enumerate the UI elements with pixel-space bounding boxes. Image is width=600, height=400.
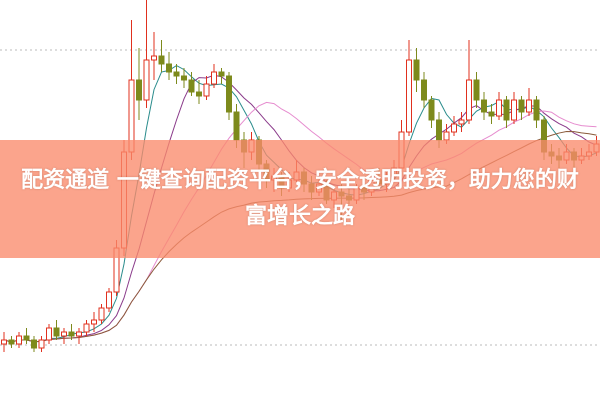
candle-down (158, 55, 165, 65)
candle-down (473, 79, 480, 101)
candle-down (173, 71, 180, 77)
candle-up (211, 71, 217, 85)
candle-up (106, 291, 112, 309)
promo-banner: 配资通道 一键查询配资平台，安全透明投资，助力您的财富增长之路 (0, 140, 600, 258)
candle-up (526, 99, 532, 113)
candle-down (218, 71, 225, 77)
candle-down (533, 99, 540, 121)
candle-down (196, 91, 202, 97)
candle-up (91, 319, 97, 325)
candle-up (451, 123, 457, 133)
candle-down (31, 339, 37, 349)
candle-up (38, 339, 45, 349)
candle-down (436, 119, 442, 141)
candle-up (1, 339, 7, 345)
candle-down (428, 99, 435, 121)
candle-up (511, 99, 517, 121)
candle-down (166, 63, 172, 73)
candle-down (8, 339, 15, 345)
candle-up (76, 331, 82, 337)
candle-down (421, 79, 427, 101)
candle-up (83, 323, 90, 333)
candle-up (98, 307, 105, 321)
candle-down (413, 59, 420, 81)
candle-up (496, 99, 502, 117)
candle-down (68, 331, 75, 337)
candle-down (188, 79, 195, 93)
candle-down (226, 75, 232, 113)
candle-down (488, 111, 495, 117)
candle-down (53, 327, 60, 337)
candle-up (16, 335, 22, 345)
candle-up (61, 331, 67, 337)
candle-down (136, 79, 142, 101)
candle-up (143, 59, 150, 101)
candle-up (406, 59, 412, 133)
banner-text: 配资通道 一键查询配资平台，安全透明投资，助力您的财富增长之路 (21, 168, 579, 229)
candle-up (443, 131, 450, 141)
candle-down (518, 99, 525, 113)
candle-down (503, 99, 510, 121)
candle-down (481, 99, 487, 113)
candle-down (181, 75, 187, 81)
candle-up (151, 55, 157, 61)
candle-up (46, 327, 52, 341)
candle-down (23, 335, 30, 341)
candle-up (466, 79, 472, 121)
candle-down (233, 111, 240, 141)
candle-up (458, 119, 465, 125)
candle-up (203, 83, 210, 97)
